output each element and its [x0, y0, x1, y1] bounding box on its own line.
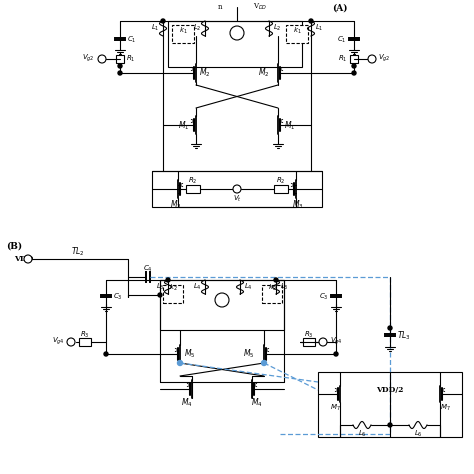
Text: $C_3$: $C_3$ — [113, 292, 123, 302]
Text: $L_3$: $L_3$ — [155, 282, 164, 292]
Text: $L_1$: $L_1$ — [151, 23, 159, 33]
Text: $V_{g3}$: $V_{g3}$ — [216, 295, 228, 305]
Text: $L_2$: $L_2$ — [273, 23, 281, 33]
Circle shape — [388, 423, 392, 427]
Bar — [116, 55, 124, 63]
Circle shape — [177, 361, 182, 365]
Circle shape — [215, 293, 229, 307]
Bar — [262, 285, 282, 303]
Circle shape — [67, 338, 75, 346]
Circle shape — [158, 293, 162, 297]
Bar — [274, 185, 288, 193]
Text: V$_{DD}$: V$_{DD}$ — [253, 2, 267, 12]
Circle shape — [98, 55, 106, 63]
Text: VDD/2: VDD/2 — [376, 386, 404, 394]
Circle shape — [352, 71, 356, 75]
Text: $TL_3$: $TL_3$ — [397, 330, 411, 342]
Circle shape — [118, 64, 122, 68]
Text: $M_1$: $M_1$ — [284, 120, 296, 132]
Bar — [79, 338, 91, 346]
Text: $M_2$: $M_2$ — [257, 67, 269, 79]
Text: $M_4$: $M_4$ — [251, 397, 263, 409]
Text: $C_1$: $C_1$ — [127, 35, 137, 45]
Circle shape — [230, 26, 244, 40]
Text: $k_1$: $k_1$ — [292, 26, 301, 36]
Bar — [350, 55, 358, 63]
Text: $R_2$: $R_2$ — [276, 176, 286, 186]
Bar — [303, 338, 315, 346]
Text: $M_7$: $M_7$ — [440, 403, 450, 413]
Circle shape — [166, 278, 170, 282]
Bar — [160, 280, 284, 330]
Text: $M_4$: $M_4$ — [181, 397, 193, 409]
Text: $C_4$: $C_4$ — [143, 264, 153, 274]
Circle shape — [388, 326, 392, 330]
Text: $V_{g4}$: $V_{g4}$ — [52, 335, 64, 347]
Text: $V_{g4}$: $V_{g4}$ — [329, 335, 342, 347]
Bar — [168, 21, 302, 67]
Text: $C_1$: $C_1$ — [337, 35, 347, 45]
Text: $TL_2$: $TL_2$ — [71, 246, 85, 258]
Circle shape — [352, 64, 356, 68]
Circle shape — [274, 278, 278, 282]
Text: $k_2$: $k_2$ — [169, 283, 177, 293]
Text: $L_2$: $L_2$ — [193, 23, 201, 33]
Text: $M_3$: $M_3$ — [170, 199, 182, 211]
Text: $M_5$: $M_5$ — [184, 348, 196, 360]
Circle shape — [233, 185, 241, 193]
Text: $C_3$: $C_3$ — [319, 292, 329, 302]
Bar — [286, 25, 308, 43]
Text: $k_1$: $k_1$ — [179, 26, 187, 36]
Text: $R_3$: $R_3$ — [304, 330, 314, 340]
Text: $M_3$: $M_3$ — [292, 199, 304, 211]
Text: $V_t$: $V_t$ — [233, 194, 241, 204]
Bar — [318, 372, 462, 437]
Text: $V_{g2}$: $V_{g2}$ — [82, 52, 94, 64]
Circle shape — [24, 255, 32, 263]
Text: $M_7$: $M_7$ — [330, 403, 340, 413]
Text: $V_{g2}$: $V_{g2}$ — [378, 52, 390, 64]
Text: $k_2$: $k_2$ — [268, 283, 276, 293]
Text: $M_1$: $M_1$ — [178, 120, 190, 132]
Text: VDD: VDD — [14, 255, 33, 263]
Circle shape — [319, 338, 327, 346]
Text: $M_5$: $M_5$ — [243, 348, 254, 360]
Bar — [163, 285, 183, 303]
Text: (B): (B) — [6, 241, 22, 250]
Circle shape — [368, 55, 376, 63]
Circle shape — [309, 19, 313, 23]
Circle shape — [262, 361, 266, 365]
Text: $L_6$: $L_6$ — [357, 429, 366, 439]
Text: $V_{g1}$: $V_{g1}$ — [231, 28, 243, 38]
Text: $R_1$: $R_1$ — [338, 54, 348, 64]
Text: n: n — [218, 3, 222, 11]
Text: (A): (A) — [332, 3, 348, 12]
Circle shape — [118, 71, 122, 75]
Circle shape — [104, 352, 108, 356]
Bar — [172, 25, 194, 43]
Text: $R_3$: $R_3$ — [80, 330, 90, 340]
Text: $L_1$: $L_1$ — [315, 23, 323, 33]
Text: $R_2$: $R_2$ — [188, 176, 198, 186]
Text: $M_2$: $M_2$ — [199, 67, 211, 79]
Bar — [152, 171, 322, 207]
Text: $L_4$: $L_4$ — [192, 282, 201, 292]
Circle shape — [161, 19, 165, 23]
Circle shape — [334, 352, 338, 356]
Text: $L_4$: $L_4$ — [244, 282, 252, 292]
Text: $L_3$: $L_3$ — [280, 282, 288, 292]
Text: $R_1$: $R_1$ — [126, 54, 136, 64]
Bar — [186, 185, 200, 193]
Text: $L_6$: $L_6$ — [414, 429, 422, 439]
